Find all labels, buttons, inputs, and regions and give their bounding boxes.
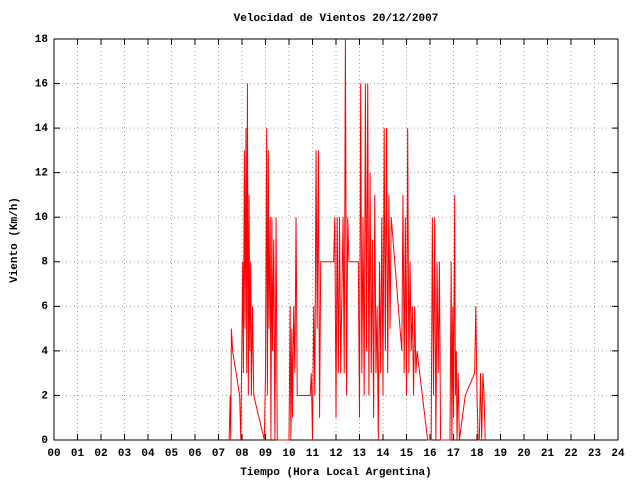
x-tick-label: 24: [611, 448, 625, 460]
x-tick-label: 17: [447, 448, 460, 460]
x-tick-label: 03: [118, 448, 132, 460]
x-tick-label: 15: [400, 448, 414, 460]
x-tick-label: 08: [235, 448, 249, 460]
chart-title: Velocidad de Vientos 20/12/2007: [234, 13, 439, 25]
y-tick-label: 16: [35, 78, 48, 90]
x-tick-label: 02: [94, 448, 107, 460]
x-tick-label: 09: [259, 448, 272, 460]
x-tick-label: 12: [329, 448, 342, 460]
x-tick-label: 01: [71, 448, 85, 460]
x-tick-label: 21: [541, 448, 555, 460]
x-tick-label: 20: [517, 448, 530, 460]
y-tick-label: 14: [35, 123, 49, 135]
y-tick-label: 6: [41, 301, 48, 313]
x-tick-label: 06: [188, 448, 201, 460]
y-tick-label: 4: [41, 346, 48, 358]
y-tick-label: 18: [35, 34, 49, 46]
x-tick-label: 19: [494, 448, 507, 460]
x-tick-label: 04: [141, 448, 155, 460]
x-tick-label: 11: [306, 448, 320, 460]
x-tick-label: 18: [470, 448, 484, 460]
x-tick-label: 22: [564, 448, 577, 460]
y-tick-label: 10: [35, 212, 48, 224]
plot-frame: [53, 38, 619, 441]
y-axis-label: Viento (Km/h): [9, 197, 21, 283]
x-tick-label: 05: [165, 448, 179, 460]
data-line: [228, 38, 486, 441]
x-tick-label: 23: [588, 448, 602, 460]
y-tick-label: 2: [41, 390, 48, 402]
x-tick-label: 07: [212, 448, 225, 460]
y-tick-label: 8: [41, 257, 48, 269]
x-axis-label: Tiempo (Hora Local Argentina): [240, 467, 431, 479]
x-tick-label: 00: [47, 448, 60, 460]
x-tick-label: 10: [282, 448, 295, 460]
x-tick-label: 13: [353, 448, 367, 460]
x-tick-label: 16: [423, 448, 436, 460]
y-tick-label: 12: [35, 168, 48, 180]
y-tick-label: 0: [41, 435, 48, 447]
x-tick-label: 14: [376, 448, 390, 460]
